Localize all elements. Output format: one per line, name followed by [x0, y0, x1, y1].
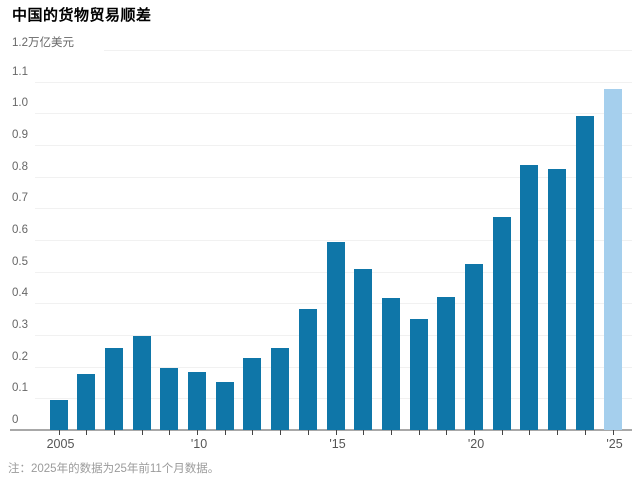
bar-2023 — [548, 169, 567, 430]
y-axis-label-0.5: 0.5 — [12, 255, 28, 268]
gridline-0.7 — [35, 208, 632, 210]
x-tick-2009 — [169, 430, 171, 435]
gridline-1.2 — [104, 49, 632, 51]
bar-2008 — [132, 335, 151, 430]
x-tick-2022 — [529, 430, 531, 435]
y-axis-unit-label: 万亿美元 — [28, 36, 74, 49]
y-axis-label-0.9: 0.9 — [12, 128, 28, 141]
x-tick-2007 — [113, 430, 115, 435]
y-axis-label-0: 0 — [12, 414, 19, 426]
bar-2014 — [298, 309, 317, 430]
chart-title: 中国的货物贸易顺差 — [12, 7, 152, 24]
bar-2015 — [326, 241, 345, 430]
x-tick-2006 — [86, 430, 88, 435]
x-axis-line — [10, 429, 632, 431]
x-tick-2025 — [612, 430, 614, 435]
x-tick-2015 — [335, 430, 337, 435]
bar-2006 — [77, 374, 96, 430]
bar-2025 — [603, 88, 622, 430]
x-tick-2005 — [58, 430, 60, 435]
x-tick-2024 — [584, 430, 586, 435]
y-axis-label-0.4: 0.4 — [12, 287, 28, 300]
x-axis-label-2020: '20 — [467, 437, 485, 451]
bar-2016 — [354, 269, 373, 430]
bar-2012 — [243, 358, 262, 430]
x-tick-2008 — [141, 430, 143, 435]
bar-2017 — [381, 297, 400, 430]
x-tick-2021 — [501, 430, 503, 435]
gridline-0.8 — [35, 176, 632, 178]
y-axis-label-0.2: 0.2 — [12, 350, 28, 363]
gridline-0.9 — [35, 144, 632, 146]
x-axis-label-2025: '25 — [606, 437, 623, 451]
x-tick-2018 — [418, 430, 420, 435]
y-axis-label-0.7: 0.7 — [12, 192, 28, 205]
y-axis-label-1.2: 1.2万亿美元 — [12, 36, 74, 49]
bar-2007 — [104, 347, 123, 430]
x-tick-2013 — [280, 430, 282, 435]
y-axis-label-0.8: 0.8 — [12, 160, 28, 173]
gridline-1.0 — [35, 113, 632, 115]
x-tick-2019 — [446, 430, 448, 435]
x-tick-2020 — [474, 430, 475, 435]
x-axis-label-2010: '10 — [190, 437, 208, 451]
bar-2011 — [215, 381, 234, 430]
y-axis-label-0.1: 0.1 — [12, 382, 28, 395]
x-tick-2016 — [363, 430, 365, 435]
gridline-0.6 — [35, 239, 632, 241]
y-axis-label-1.0: 1.0 — [12, 97, 28, 110]
chart-note: 注：2025年的数据为25年前11个月数据。 — [8, 463, 220, 475]
bar-2021 — [492, 216, 511, 430]
bar-2013 — [271, 347, 290, 430]
bar-2009 — [160, 368, 179, 430]
x-tick-2011 — [224, 430, 226, 435]
x-tick-2010 — [197, 430, 198, 435]
x-tick-2017 — [390, 430, 392, 435]
x-tick-2023 — [557, 430, 559, 435]
gridline-1.1 — [35, 81, 632, 83]
bar-2018 — [409, 318, 428, 430]
bar-2019 — [437, 296, 456, 430]
y-axis-label-0.6: 0.6 — [12, 223, 28, 236]
x-axis-label-2015: '15 — [329, 437, 346, 451]
bar-2005 — [49, 399, 68, 430]
x-tick-2014 — [307, 430, 309, 435]
y-axis-label-1.1: 1.1 — [12, 65, 28, 78]
bar-2024 — [575, 116, 594, 430]
bar-2020 — [465, 264, 483, 430]
bar-2022 — [520, 164, 539, 430]
x-tick-2012 — [252, 430, 254, 435]
bar-2010 — [188, 372, 206, 430]
y-axis-label-0.3: 0.3 — [12, 318, 28, 331]
x-axis-label-2005: 2005 — [46, 437, 75, 451]
